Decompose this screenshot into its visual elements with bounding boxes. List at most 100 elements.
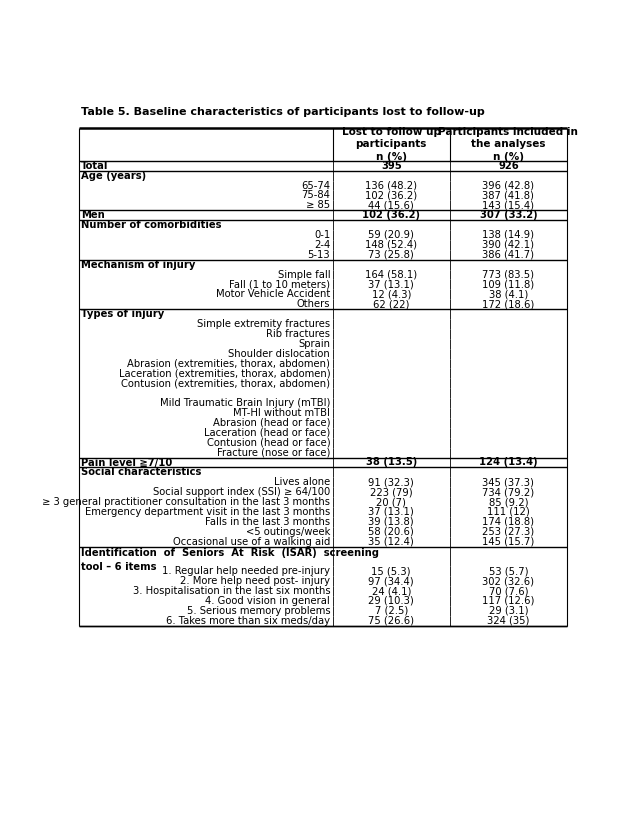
Text: 302 (32.6): 302 (32.6)	[483, 576, 534, 586]
Text: Abrasion (head or face): Abrasion (head or face)	[213, 418, 330, 428]
Text: Occasional use of a walking aid: Occasional use of a walking aid	[173, 537, 330, 546]
Text: Mild Traumatic Brain Injury (mTBI): Mild Traumatic Brain Injury (mTBI)	[160, 398, 330, 408]
Text: 37 (13.1): 37 (13.1)	[369, 507, 414, 517]
Text: 39 (13.8): 39 (13.8)	[369, 517, 414, 527]
Text: 38 (13.5): 38 (13.5)	[365, 458, 417, 467]
Text: 390 (42.1): 390 (42.1)	[483, 240, 534, 250]
Text: 38 (4.1): 38 (4.1)	[489, 289, 528, 299]
Text: Types of injury: Types of injury	[81, 309, 164, 319]
Text: 1. Regular help needed pre-injury: 1. Regular help needed pre-injury	[162, 567, 330, 576]
Text: 2. More help need post- injury: 2. More help need post- injury	[180, 576, 330, 586]
Text: 253 (27.3): 253 (27.3)	[483, 527, 534, 537]
Text: Simple fall: Simple fall	[278, 270, 330, 280]
Text: Age (years): Age (years)	[81, 171, 146, 180]
Text: 345 (37.3): 345 (37.3)	[483, 477, 534, 487]
Text: Laceration (head or face): Laceration (head or face)	[204, 428, 330, 437]
Text: Identification  of  Seniors  At  Risk  (ISAR)  screening
tool – 6 items: Identification of Seniors At Risk (ISAR)…	[81, 549, 379, 572]
Text: 44 (15.6): 44 (15.6)	[369, 200, 414, 211]
Text: 926: 926	[498, 161, 518, 171]
Text: 62 (22): 62 (22)	[373, 299, 410, 309]
Text: 59 (20.9): 59 (20.9)	[369, 230, 414, 240]
Text: 143 (15.4): 143 (15.4)	[483, 200, 534, 211]
Text: 75-84: 75-84	[301, 190, 330, 201]
Text: 109 (11.8): 109 (11.8)	[483, 280, 534, 289]
Text: Total: Total	[81, 161, 108, 171]
Text: 102 (36.2): 102 (36.2)	[365, 190, 417, 201]
Text: 85 (9.2): 85 (9.2)	[489, 497, 528, 507]
Text: 387 (41.8): 387 (41.8)	[483, 190, 534, 201]
Text: Fracture (nose or face): Fracture (nose or face)	[217, 448, 330, 458]
Text: Table 5. Baseline characteristics of participants lost to follow-up: Table 5. Baseline characteristics of par…	[81, 107, 485, 117]
Text: 174 (18.8): 174 (18.8)	[483, 517, 534, 527]
Text: 145 (15.7): 145 (15.7)	[483, 537, 534, 546]
Text: <5 outings/week: <5 outings/week	[246, 527, 330, 537]
Text: 324 (35): 324 (35)	[487, 615, 530, 626]
Text: Emergency department visit in the last 3 months: Emergency department visit in the last 3…	[85, 507, 330, 517]
Text: Abrasion (extremities, thorax, abdomen): Abrasion (extremities, thorax, abdomen)	[127, 359, 330, 368]
Text: Sprain: Sprain	[298, 339, 330, 349]
Text: Simple extremity fractures: Simple extremity fractures	[197, 319, 330, 329]
Text: 73 (25.8): 73 (25.8)	[369, 250, 414, 259]
Text: 5. Serious memory problems: 5. Serious memory problems	[186, 606, 330, 615]
Text: Laceration (extremities, thorax, abdomen): Laceration (extremities, thorax, abdomen…	[118, 368, 330, 378]
Text: 37 (13.1): 37 (13.1)	[369, 280, 414, 289]
Text: Mechanism of injury: Mechanism of injury	[81, 259, 195, 270]
Text: Motor Vehicle Accident: Motor Vehicle Accident	[216, 289, 330, 299]
Text: 91 (32.3): 91 (32.3)	[369, 477, 414, 487]
Text: 386 (41.7): 386 (41.7)	[483, 250, 534, 259]
Text: Shoulder dislocation: Shoulder dislocation	[229, 349, 330, 359]
Text: Falls in the last 3 months: Falls in the last 3 months	[205, 517, 330, 527]
Text: 164 (58.1): 164 (58.1)	[365, 270, 417, 280]
Text: 5-13: 5-13	[307, 250, 330, 259]
Text: Lost to follow up
participants
n (%): Lost to follow up participants n (%)	[341, 127, 441, 162]
Text: Contusion (head or face): Contusion (head or face)	[207, 437, 330, 448]
Text: 148 (52.4): 148 (52.4)	[365, 240, 417, 250]
Text: Contusion (extremities, thorax, abdomen): Contusion (extremities, thorax, abdomen)	[121, 378, 330, 389]
Text: Number of comorbidities: Number of comorbidities	[81, 220, 222, 230]
Text: ≥ 85: ≥ 85	[306, 200, 330, 211]
Text: Fall (1 to 10 meters): Fall (1 to 10 meters)	[229, 280, 330, 289]
Text: 29 (3.1): 29 (3.1)	[489, 606, 528, 615]
Text: 138 (14.9): 138 (14.9)	[483, 230, 534, 240]
Text: 7 (2.5): 7 (2.5)	[375, 606, 408, 615]
Text: 395: 395	[381, 161, 401, 171]
Text: 307 (33.2): 307 (33.2)	[479, 211, 537, 220]
Text: 75 (26.6): 75 (26.6)	[368, 615, 415, 626]
Text: 53 (5.7): 53 (5.7)	[489, 567, 528, 576]
Text: 70 (7.6): 70 (7.6)	[489, 586, 528, 596]
Text: 734 (79.2): 734 (79.2)	[483, 487, 534, 497]
Text: 20 (7): 20 (7)	[376, 497, 406, 507]
Text: 102 (36.2): 102 (36.2)	[362, 211, 420, 220]
Text: 773 (83.5): 773 (83.5)	[483, 270, 534, 280]
Text: 2-4: 2-4	[314, 240, 330, 250]
Text: 136 (48.2): 136 (48.2)	[365, 180, 417, 190]
Text: Pain level ≧7/10: Pain level ≧7/10	[81, 458, 173, 467]
Text: 6. Takes more than six meds/day: 6. Takes more than six meds/day	[166, 615, 330, 626]
Text: 172 (18.6): 172 (18.6)	[483, 299, 534, 309]
Text: Social support index (SSI) ≥ 64/100: Social support index (SSI) ≥ 64/100	[153, 487, 330, 497]
Text: 111 (12): 111 (12)	[487, 507, 530, 517]
Text: Rib fractures: Rib fractures	[266, 329, 330, 339]
Text: 396 (42.8): 396 (42.8)	[483, 180, 534, 190]
Text: ≥ 3 general practitioner consultation in the last 3 months: ≥ 3 general practitioner consultation in…	[42, 497, 330, 507]
Text: 29 (10.3): 29 (10.3)	[369, 596, 414, 606]
Text: 15 (5.3): 15 (5.3)	[372, 567, 411, 576]
Text: 35 (12.4): 35 (12.4)	[369, 537, 414, 546]
Text: 24 (4.1): 24 (4.1)	[372, 586, 411, 596]
Text: 4. Good vision in general: 4. Good vision in general	[205, 596, 330, 606]
Text: 58 (20.6): 58 (20.6)	[369, 527, 414, 537]
Text: 97 (34.4): 97 (34.4)	[369, 576, 414, 586]
Text: 124 (13.4): 124 (13.4)	[479, 458, 538, 467]
Text: 223 (79): 223 (79)	[370, 487, 413, 497]
Text: 65-74: 65-74	[301, 180, 330, 190]
Text: MT-HI without mTBI: MT-HI without mTBI	[233, 408, 330, 418]
Text: 0-1: 0-1	[314, 230, 330, 240]
Text: 3. Hospitalisation in the last six months: 3. Hospitalisation in the last six month…	[132, 586, 330, 596]
Text: Lives alone: Lives alone	[274, 477, 330, 487]
Text: Participants included in
the analyses
n (%): Participants included in the analyses n …	[438, 127, 578, 162]
Text: 117 (12.6): 117 (12.6)	[482, 596, 535, 606]
Text: Others: Others	[297, 299, 330, 309]
Text: Men: Men	[81, 211, 105, 220]
Text: Social characteristics: Social characteristics	[81, 467, 202, 477]
Text: 12 (4.3): 12 (4.3)	[372, 289, 411, 299]
